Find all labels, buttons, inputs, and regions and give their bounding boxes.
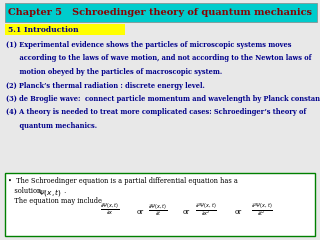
- Text: solution: solution: [8, 187, 45, 195]
- Text: 5.1 Introduction: 5.1 Introduction: [8, 25, 79, 34]
- FancyBboxPatch shape: [5, 173, 315, 236]
- Text: $\frac{\partial\Psi(x,t)}{\partial t}$: $\frac{\partial\Psi(x,t)}{\partial t}$: [148, 202, 168, 218]
- Text: $\frac{\partial\Psi(x,t)}{\partial x}$: $\frac{\partial\Psi(x,t)}{\partial x}$: [100, 202, 120, 217]
- Text: Chapter 5   Schroedinger theory of quantum mechanics: Chapter 5 Schroedinger theory of quantum…: [8, 8, 312, 17]
- Bar: [5, 24, 125, 35]
- Text: The equation may include: The equation may include: [8, 197, 102, 205]
- Text: quantum mechanics.: quantum mechanics.: [6, 122, 97, 130]
- Text: motion obeyed by the particles of macroscopic system.: motion obeyed by the particles of macros…: [6, 68, 222, 76]
- Text: (3) de Broglie wave:  connect particle momentum and wavelength by Planck constan: (3) de Broglie wave: connect particle mo…: [6, 95, 320, 103]
- Text: or: or: [136, 208, 144, 216]
- Text: according to the laws of wave motion, and not according to the Newton laws of: according to the laws of wave motion, an…: [6, 54, 311, 62]
- Text: (2) Planck’s thermal radiation : discrete energy level.: (2) Planck’s thermal radiation : discret…: [6, 82, 205, 90]
- Text: $\Psi(x,t)$: $\Psi(x,t)$: [38, 187, 62, 198]
- Text: $\frac{\partial^2\Psi(x,t)}{\partial x^2}$: $\frac{\partial^2\Psi(x,t)}{\partial x^2…: [195, 202, 217, 220]
- Bar: [5, 3, 317, 22]
- Text: .: .: [62, 187, 66, 195]
- Text: $\frac{\partial^2\Psi(x,t)}{\partial t^2}$: $\frac{\partial^2\Psi(x,t)}{\partial t^2…: [251, 202, 273, 220]
- Text: or: or: [235, 208, 242, 216]
- Text: (4) A theory is needed to treat more complicated cases: Schroedinger’s theory of: (4) A theory is needed to treat more com…: [6, 108, 306, 116]
- Text: •  The Schroedinger equation is a partial differential equation has a: • The Schroedinger equation is a partial…: [8, 177, 238, 185]
- Text: (1) Experimental evidence shows the particles of microscopic systems moves: (1) Experimental evidence shows the part…: [6, 41, 292, 49]
- Text: or: or: [182, 208, 189, 216]
